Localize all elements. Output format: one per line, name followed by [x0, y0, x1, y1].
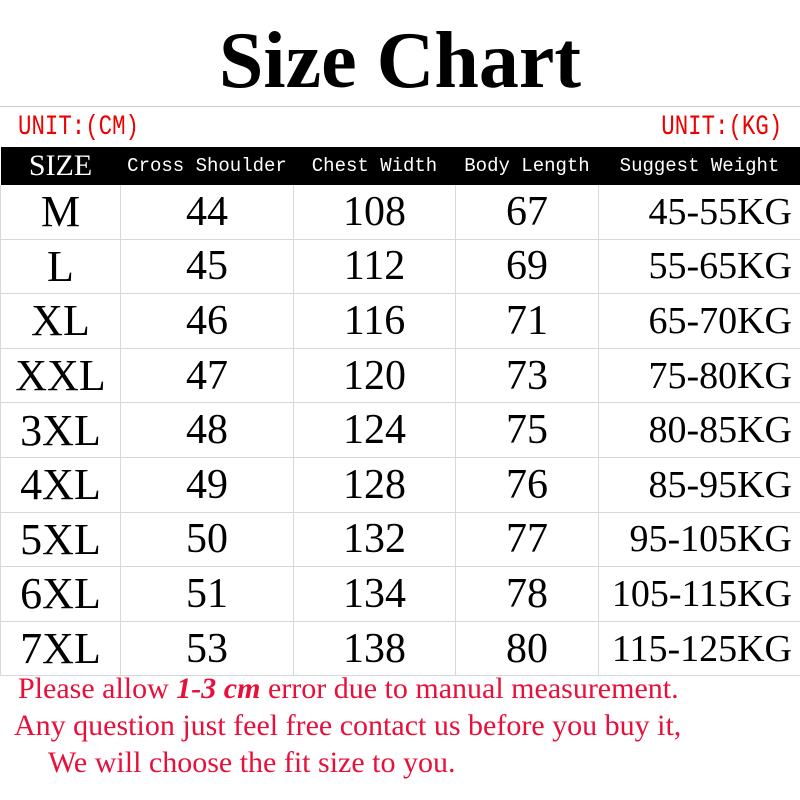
- table-row: XXL 47 120 73 75-80KG: [0, 348, 800, 404]
- shoulder-cell: 50: [120, 512, 294, 568]
- chest-cell: 132: [293, 512, 456, 568]
- size-cell: 5XL: [0, 512, 121, 568]
- length-cell: 77: [455, 512, 599, 568]
- weight-cell: 75-80KG: [598, 348, 800, 404]
- weight-cell: 85-95KG: [598, 457, 800, 513]
- note-text: error due to manual measurement.: [260, 672, 679, 705]
- shoulder-cell: 53: [120, 621, 294, 677]
- table-header: SIZE Cross Shoulder Chest Width Body Len…: [0, 147, 800, 185]
- chest-cell: 108: [293, 185, 456, 240]
- header-cross-shoulder: Cross Shoulder: [120, 147, 294, 185]
- chest-cell: 134: [293, 566, 456, 622]
- weight-cell: 65-70KG: [598, 293, 800, 349]
- shoulder-cell: 49: [120, 457, 294, 513]
- table-row: XL 46 116 71 65-70KG: [0, 293, 800, 349]
- chest-cell: 124: [293, 402, 456, 458]
- weight-cell: 115-125KG: [598, 621, 800, 677]
- size-cell: 3XL: [0, 402, 121, 458]
- shoulder-cell: 46: [120, 293, 294, 349]
- header-body-length: Body Length: [455, 147, 599, 185]
- header-suggest-weight: Suggest Weight: [598, 147, 800, 185]
- shoulder-cell: 44: [120, 185, 294, 240]
- note-line-1: Please allow 1-3 cm error due to manual …: [18, 672, 679, 706]
- unit-cm-label: UNIT:(CM): [18, 112, 139, 143]
- size-cell: M: [0, 185, 121, 240]
- size-cell: XL: [0, 293, 121, 349]
- unit-kg-label: UNIT:(KG): [661, 112, 782, 143]
- size-cell: 6XL: [0, 566, 121, 622]
- divider: [0, 106, 800, 107]
- size-cell: 4XL: [0, 457, 121, 513]
- length-cell: 80: [455, 621, 599, 677]
- size-cell: L: [0, 239, 121, 295]
- table-row: 7XL 53 138 80 115-125KG: [0, 621, 800, 677]
- table-row: 4XL 49 128 76 85-95KG: [0, 457, 800, 513]
- length-cell: 71: [455, 293, 599, 349]
- table-row: 5XL 50 132 77 95-105KG: [0, 512, 800, 568]
- header-chest-width: Chest Width: [293, 147, 456, 185]
- weight-cell: 105-115KG: [598, 566, 800, 622]
- header-size: SIZE: [0, 147, 121, 185]
- page-title: Size Chart: [218, 17, 582, 105]
- chest-cell: 128: [293, 457, 456, 513]
- shoulder-cell: 48: [120, 402, 294, 458]
- size-cell: 7XL: [0, 621, 121, 677]
- length-cell: 67: [455, 185, 599, 240]
- shoulder-cell: 45: [120, 239, 294, 295]
- size-cell: XXL: [0, 348, 121, 404]
- chest-cell: 120: [293, 348, 456, 404]
- weight-cell: 45-55KG: [598, 185, 800, 240]
- table-row: L 45 112 69 55-65KG: [0, 239, 800, 295]
- chest-cell: 112: [293, 239, 456, 295]
- shoulder-cell: 51: [120, 566, 294, 622]
- weight-cell: 95-105KG: [598, 512, 800, 568]
- chest-cell: 116: [293, 293, 456, 349]
- weight-cell: 80-85KG: [598, 402, 800, 458]
- chest-cell: 138: [293, 621, 456, 677]
- size-table: SIZE Cross Shoulder Chest Width Body Len…: [0, 147, 800, 677]
- table-row: 3XL 48 124 75 80-85KG: [0, 402, 800, 458]
- note-line-3: We will choose the fit size to you.: [48, 746, 456, 779]
- note-bold: 1-3 cm: [176, 672, 261, 705]
- note-line-2: Any question just feel free contact us b…: [14, 709, 682, 742]
- length-cell: 78: [455, 566, 599, 622]
- length-cell: 69: [455, 239, 599, 295]
- shoulder-cell: 47: [120, 348, 294, 404]
- note-text: Please allow: [18, 672, 177, 705]
- table-row: M 44 108 67 45-55KG: [0, 185, 800, 240]
- length-cell: 76: [455, 457, 599, 513]
- length-cell: 75: [455, 402, 599, 458]
- table-row: 6XL 51 134 78 105-115KG: [0, 566, 800, 622]
- length-cell: 73: [455, 348, 599, 404]
- weight-cell: 55-65KG: [598, 239, 800, 295]
